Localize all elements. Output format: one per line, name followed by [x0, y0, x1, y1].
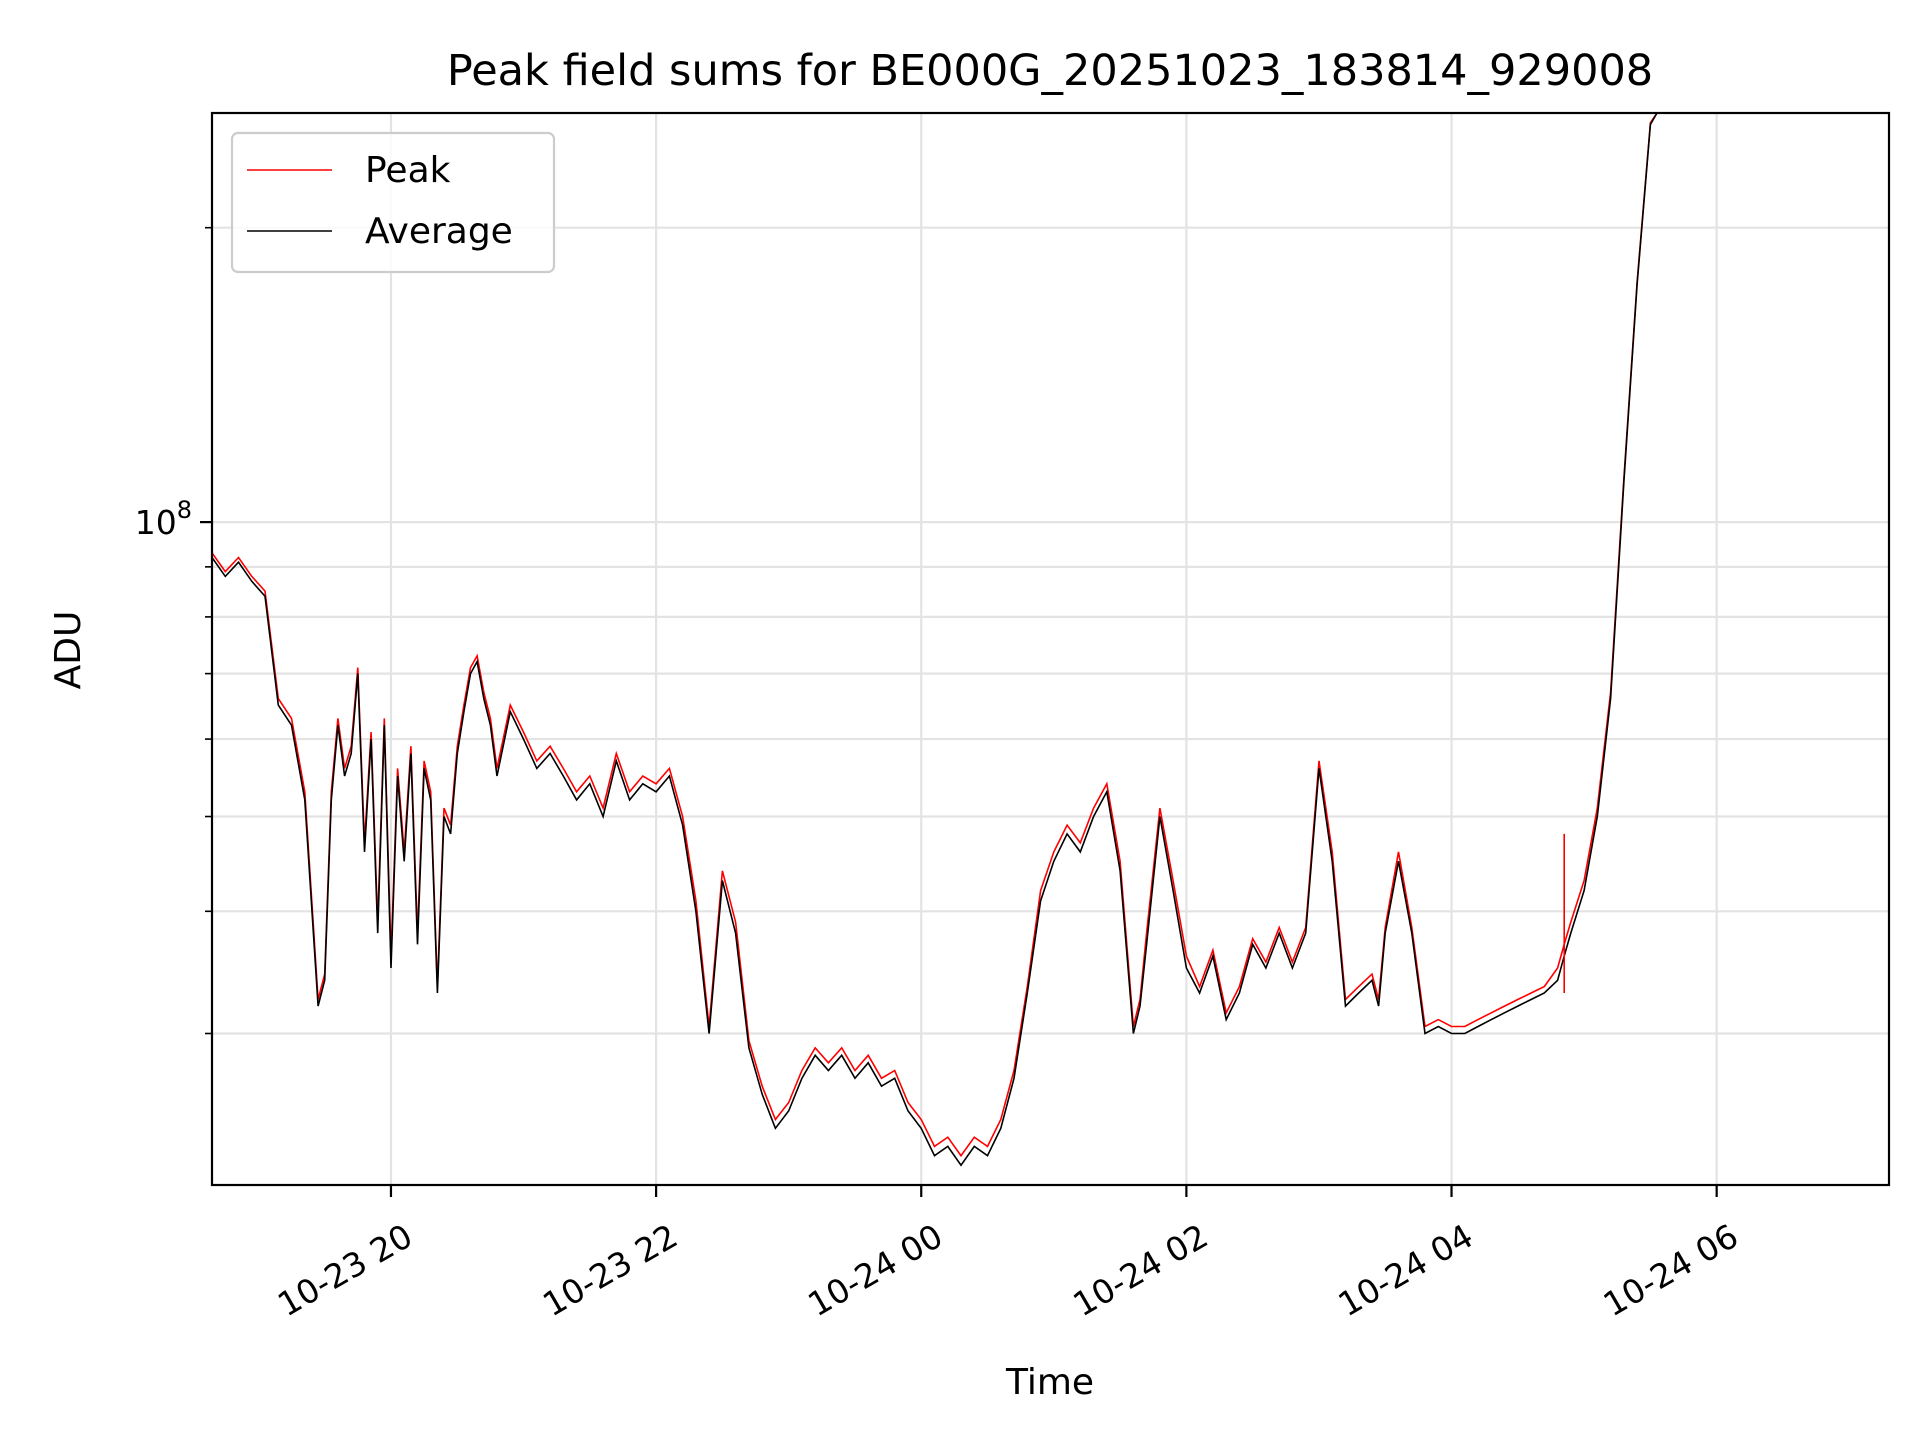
legend-label-peak: Peak [365, 150, 451, 191]
y-axis: 108 [135, 226, 212, 1035]
x-axis-label: Time [1005, 1362, 1094, 1403]
y-axis-label: ADU [48, 611, 89, 690]
legend-label-average: Average [365, 211, 513, 252]
y-tick-label-major: 108 [135, 496, 192, 542]
plot-area [212, 113, 1664, 1167]
plot-frame [210, 111, 1891, 1187]
grid [212, 113, 1889, 1185]
chart-title: Peak field sums for BE000G_20251023_1838… [447, 46, 1653, 96]
legend-box [230, 131, 556, 274]
legend: Peak Average [230, 131, 556, 274]
series-line-average [212, 113, 1664, 1167]
